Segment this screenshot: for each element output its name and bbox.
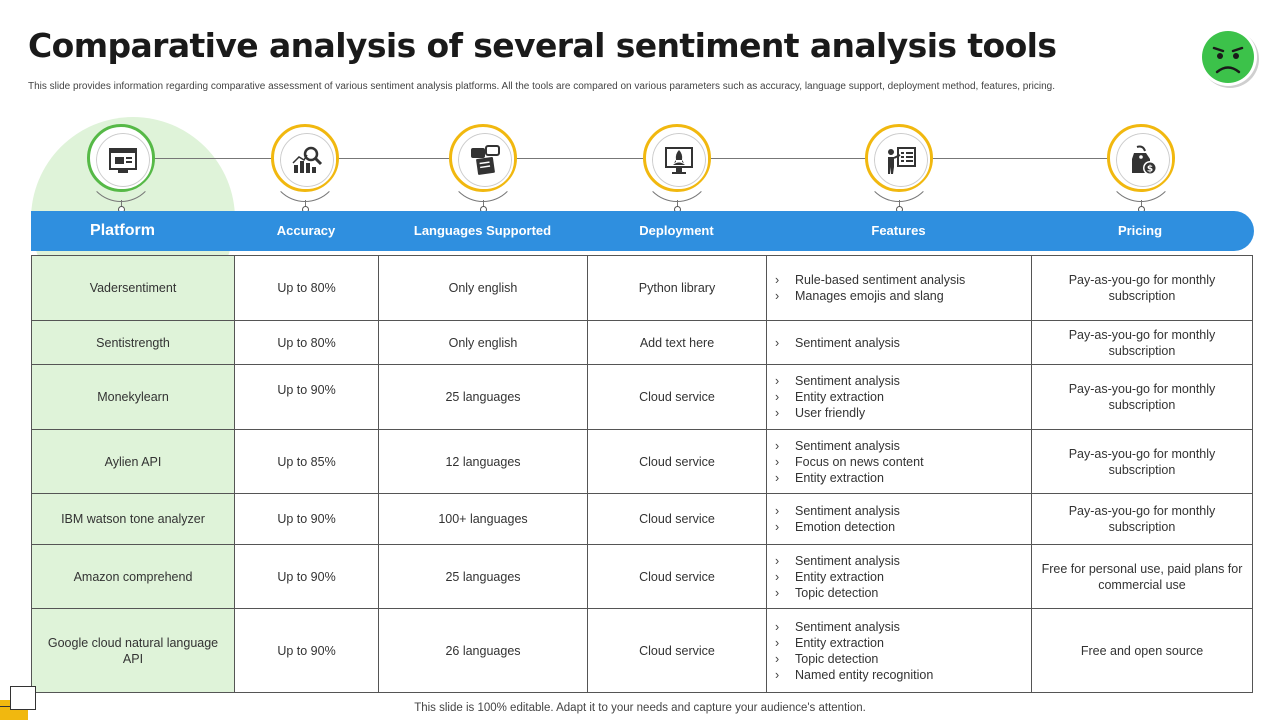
languages-cell: 25 languages: [378, 544, 588, 609]
pricing-cell: Free and open source: [1031, 608, 1253, 693]
pricing-cell: Pay-as-you-go for monthly subscription: [1031, 255, 1253, 321]
languages-cell: 26 languages: [378, 608, 588, 693]
feature-item: Sentiment analysis: [775, 553, 1025, 569]
pricing-cell: Pay-as-you-go for monthly subscription: [1031, 364, 1253, 430]
feature-item: Sentiment analysis: [775, 503, 1025, 519]
feature-item: Focus on news content: [775, 454, 1025, 470]
platform-cell: IBM watson tone analyzer: [31, 493, 235, 545]
table-row: IBM watson tone analyzer Up to 90% 100+ …: [31, 493, 1253, 545]
rocket-monitor-icon: [665, 147, 693, 174]
pricing-cell: Pay-as-you-go for monthly subscription: [1031, 493, 1253, 545]
platform-cell: Monekylearn: [31, 364, 235, 430]
platform-cell: Aylien API: [31, 429, 235, 494]
platform-cell: Vadersentiment: [31, 255, 235, 321]
feature-item: Sentiment analysis: [775, 335, 1025, 351]
features-cell: Sentiment analysis Entity extraction Use…: [766, 364, 1032, 430]
column-header-deployment: Deployment: [639, 223, 714, 238]
pricing-cell: Pay-as-you-go for monthly subscription: [1031, 320, 1253, 365]
accuracy-cell: Up to 90%: [234, 608, 379, 693]
feature-item: Named entity recognition: [775, 667, 1025, 683]
accuracy-cell: Up to 90%: [234, 493, 379, 545]
features-cell: Sentiment analysis Entity extraction Top…: [766, 544, 1032, 609]
deployment-cell: Cloud service: [587, 429, 767, 494]
column-header-accuracy: Accuracy: [276, 223, 336, 238]
accuracy-cell: Up to 80%: [234, 320, 379, 365]
feature-item: Entity extraction: [775, 389, 1025, 405]
table-row: Google cloud natural language API Up to …: [31, 608, 1253, 693]
platform-node: [86, 124, 157, 216]
deployment-cell: Cloud service: [587, 608, 767, 693]
platform-cell: Sentistrength: [31, 320, 235, 365]
features-cell: Sentiment analysis Entity extraction Top…: [766, 608, 1032, 693]
presenter-board-icon: [888, 147, 916, 174]
feature-item: Entity extraction: [775, 470, 1025, 486]
column-header-languages: Languages Supported: [413, 223, 552, 238]
deployment-cell: Cloud service: [587, 493, 767, 545]
accuracy-cell: Up to 90%: [234, 364, 379, 430]
features-cell: Sentiment analysis: [766, 320, 1032, 365]
deployment-cell: Cloud service: [587, 364, 767, 430]
column-header-pricing: Pricing: [1117, 223, 1163, 238]
sick-face-icon: [1199, 28, 1259, 88]
corner-box: [10, 686, 36, 710]
table-row: Aylien API Up to 85% 12 languages Cloud …: [31, 429, 1253, 494]
table-row: Vadersentiment Up to 80% Only english Py…: [31, 255, 1253, 321]
column-header-features: Features: [871, 223, 926, 238]
feature-item: Topic detection: [775, 651, 1025, 667]
pricing-node: $: [1106, 124, 1177, 216]
table-header-bar: [31, 211, 1254, 251]
features-node: [864, 124, 935, 216]
deployment-node: [642, 124, 713, 216]
languages-cell: 100+ languages: [378, 493, 588, 545]
page-title: Comparative analysis of several sentimen…: [28, 26, 1057, 65]
feature-item: Sentiment analysis: [775, 373, 1025, 389]
deployment-cell: Cloud service: [587, 544, 767, 609]
feature-item: User friendly: [775, 405, 1025, 421]
table-row: Sentistrength Up to 80% Only english Add…: [31, 320, 1253, 365]
comparison-table: Vadersentiment Up to 80% Only english Py…: [31, 255, 1253, 693]
features-cell: Sentiment analysis Focus on news content…: [766, 429, 1032, 494]
accuracy-node: [270, 124, 341, 216]
feature-item: Rule-based sentiment analysis: [775, 272, 1025, 288]
deployment-cell: Add text here: [587, 320, 767, 365]
svg-text:$: $: [1147, 165, 1153, 175]
deployment-cell: Python library: [587, 255, 767, 321]
price-tag-icon: $: [1132, 145, 1157, 175]
languages-cell: Only english: [378, 255, 588, 321]
features-cell: Sentiment analysis Emotion detection: [766, 493, 1032, 545]
feature-item: Entity extraction: [775, 569, 1025, 585]
table-row: Monekylearn Up to 90% 25 languages Cloud…: [31, 364, 1253, 430]
platform-cell: Google cloud natural language API: [31, 608, 235, 693]
page-subtitle: This slide provides information regardin…: [28, 81, 1055, 92]
column-header-platform: Platform: [90, 222, 155, 239]
table-row: Amazon comprehend Up to 90% 25 languages…: [31, 544, 1253, 609]
pricing-cell: Free for personal use, paid plans for co…: [1031, 544, 1253, 609]
accuracy-cell: Up to 85%: [234, 429, 379, 494]
speech-bubbles-icon: [471, 145, 500, 175]
accuracy-cell: Up to 90%: [234, 544, 379, 609]
pricing-cell: Pay-as-you-go for monthly subscription: [1031, 429, 1253, 494]
feature-item: Sentiment analysis: [775, 619, 1025, 635]
computer-window-icon: [109, 148, 137, 173]
languages-cell: 25 languages: [378, 364, 588, 430]
features-cell: Rule-based sentiment analysis Manages em…: [766, 255, 1032, 321]
languages-cell: Only english: [378, 320, 588, 365]
footer-note: This slide is 100% editable. Adapt it to…: [414, 702, 866, 714]
languages-cell: 12 languages: [378, 429, 588, 494]
feature-item: Topic detection: [775, 585, 1025, 601]
feature-item: Emotion detection: [775, 519, 1025, 535]
chart-magnifier-icon: [292, 146, 323, 173]
feature-item: Manages emojis and slang: [775, 288, 1025, 304]
feature-item: Entity extraction: [775, 635, 1025, 651]
feature-item: Sentiment analysis: [775, 438, 1025, 454]
accuracy-cell: Up to 80%: [234, 255, 379, 321]
timeline-line: [120, 158, 1142, 159]
languages-node: [448, 124, 519, 216]
platform-cell: Amazon comprehend: [31, 544, 235, 609]
